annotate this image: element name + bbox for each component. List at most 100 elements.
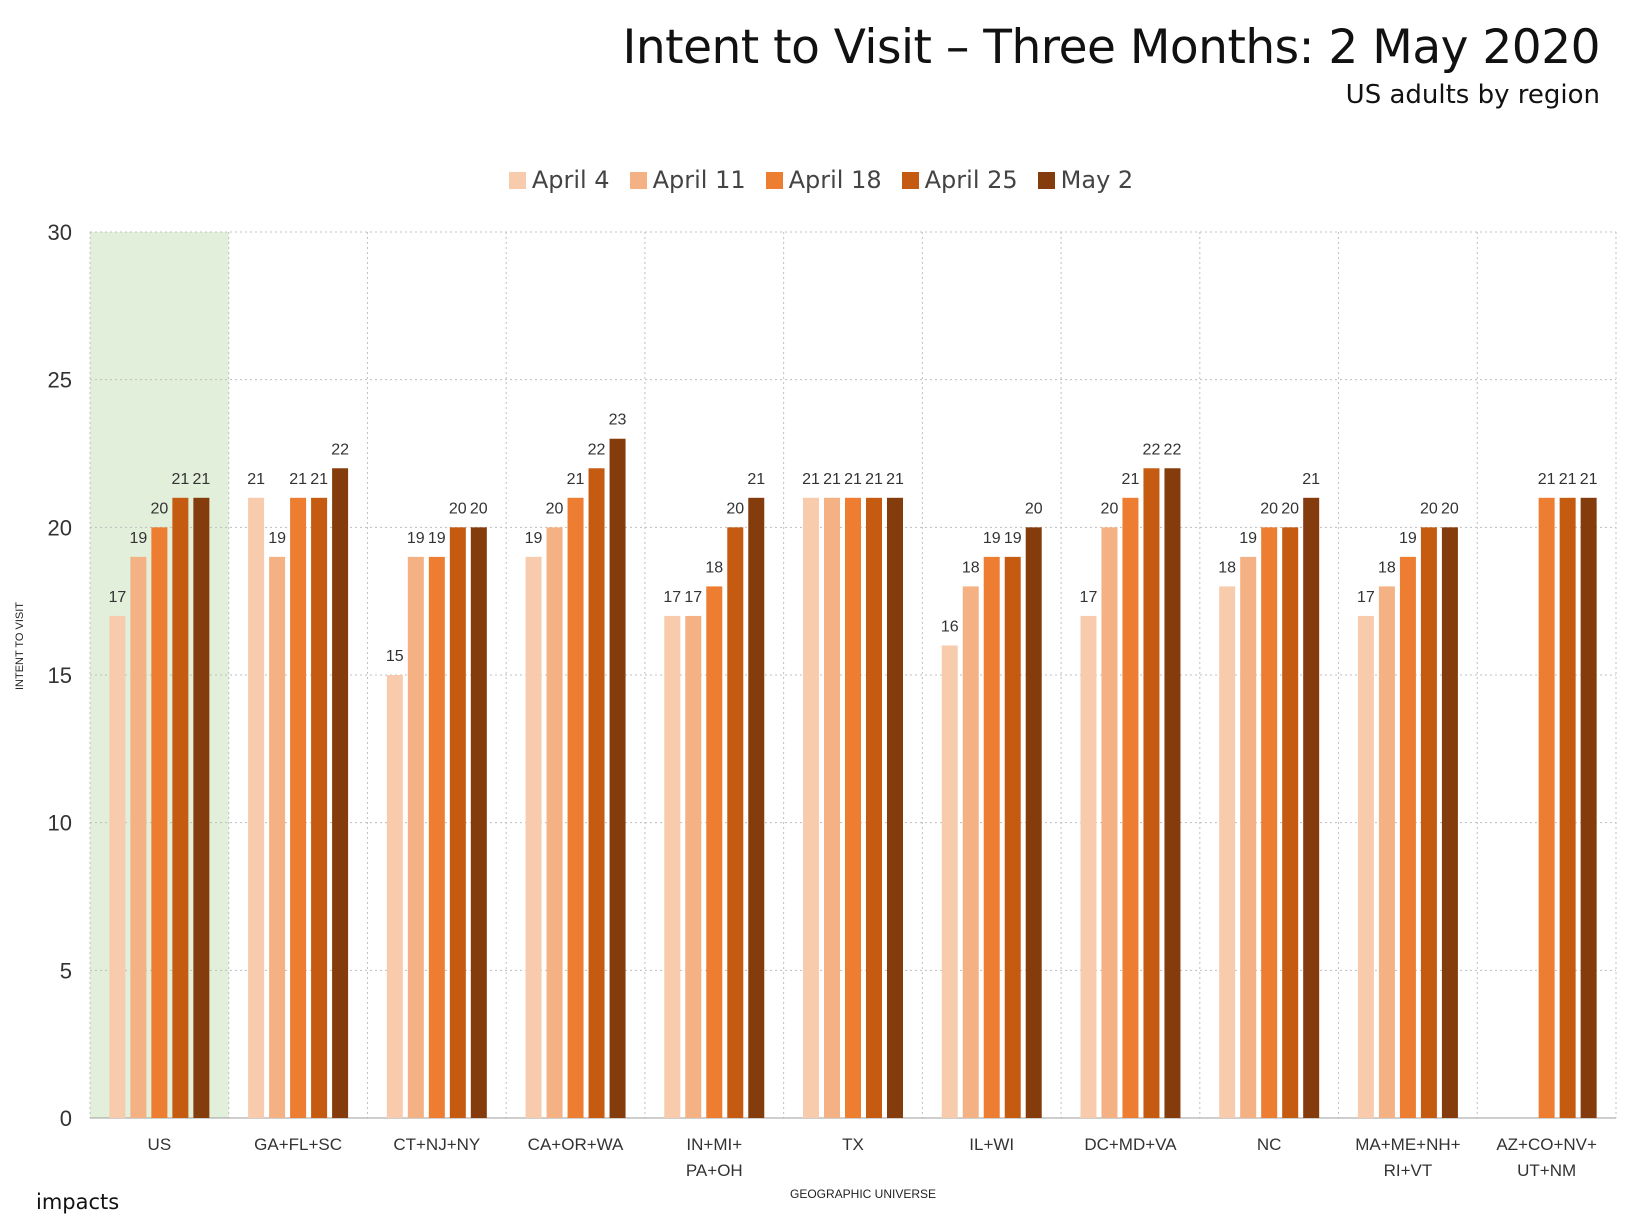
data-label: 17 bbox=[1357, 589, 1375, 606]
bar bbox=[1580, 497, 1597, 1118]
data-label: 17 bbox=[1080, 589, 1098, 606]
bar bbox=[1219, 586, 1236, 1118]
data-label: 22 bbox=[1164, 441, 1182, 458]
bar bbox=[269, 556, 286, 1118]
bar bbox=[1399, 556, 1416, 1118]
data-label: 18 bbox=[1218, 559, 1236, 576]
data-label: 19 bbox=[1004, 530, 1022, 547]
data-label: 21 bbox=[1538, 471, 1556, 488]
data-label: 19 bbox=[428, 530, 446, 547]
bar bbox=[1080, 615, 1097, 1118]
bar bbox=[962, 586, 979, 1118]
x-tick-label: TX bbox=[842, 1135, 864, 1154]
y-tick-label: 5 bbox=[60, 958, 72, 983]
data-label: 20 bbox=[546, 500, 564, 517]
bar bbox=[567, 497, 584, 1118]
legend-label: May 2 bbox=[1060, 166, 1134, 194]
bar bbox=[1282, 527, 1299, 1118]
y-tick-label: 25 bbox=[48, 368, 72, 393]
data-label: 20 bbox=[1260, 500, 1278, 517]
bar bbox=[727, 527, 744, 1118]
data-label: 19 bbox=[1239, 530, 1257, 547]
legend-item-1: April 11 bbox=[629, 166, 746, 194]
bar bbox=[609, 438, 626, 1118]
bar bbox=[1164, 468, 1181, 1118]
data-label: 18 bbox=[1378, 559, 1396, 576]
bar bbox=[290, 497, 307, 1118]
data-label: 17 bbox=[684, 589, 702, 606]
bar bbox=[664, 615, 681, 1118]
bar bbox=[866, 497, 882, 1118]
x-tick-label: CT+NJ+NY bbox=[393, 1135, 480, 1154]
x-tick-label: MA+ME+NH+ bbox=[1355, 1135, 1460, 1154]
data-label: 21 bbox=[192, 471, 210, 488]
y-tick-label: 0 bbox=[60, 1106, 72, 1131]
bar bbox=[1240, 556, 1257, 1118]
data-label: 20 bbox=[449, 500, 467, 517]
legend-item-3: April 25 bbox=[901, 166, 1018, 194]
bar bbox=[525, 556, 542, 1118]
data-label: 16 bbox=[941, 618, 959, 635]
x-tick-label: GA+FL+SC bbox=[254, 1135, 342, 1154]
data-label: 17 bbox=[663, 589, 681, 606]
chart-subtitle: US adults by region bbox=[1345, 80, 1600, 110]
data-label: 21 bbox=[1122, 471, 1140, 488]
data-label: 20 bbox=[470, 500, 488, 517]
data-label: 20 bbox=[1025, 500, 1043, 517]
x-tick-label: US bbox=[148, 1135, 172, 1154]
data-label: 15 bbox=[386, 648, 404, 665]
legend-swatch bbox=[508, 172, 526, 189]
data-label: 22 bbox=[331, 441, 349, 458]
legend-swatch bbox=[1037, 172, 1055, 189]
data-label: 20 bbox=[1441, 500, 1459, 517]
bar bbox=[109, 615, 126, 1118]
bar bbox=[1538, 497, 1555, 1118]
bar bbox=[1378, 586, 1395, 1118]
bar bbox=[941, 645, 958, 1118]
chart-legend: April 4 April 11 April 18 April 25 May 2 bbox=[0, 166, 1642, 194]
bar bbox=[803, 497, 819, 1118]
x-tick-label: DC+MD+VA bbox=[1084, 1135, 1177, 1154]
data-label: 20 bbox=[150, 500, 168, 517]
data-label: 21 bbox=[802, 471, 820, 488]
data-label: 17 bbox=[108, 589, 126, 606]
data-label: 18 bbox=[962, 559, 980, 576]
legend-swatch bbox=[629, 172, 647, 189]
bar bbox=[706, 586, 723, 1118]
bar bbox=[193, 497, 210, 1118]
bar bbox=[407, 556, 424, 1118]
data-label: 21 bbox=[247, 471, 265, 488]
bar bbox=[588, 468, 605, 1118]
data-label: 19 bbox=[983, 530, 1001, 547]
bar bbox=[887, 497, 903, 1118]
x-tick-label: UT+NM bbox=[1517, 1161, 1576, 1180]
data-label: 18 bbox=[705, 559, 723, 576]
bar bbox=[332, 468, 349, 1118]
data-label: 21 bbox=[823, 471, 841, 488]
bar bbox=[685, 615, 702, 1118]
y-axis-label: INTENT TO VISIT bbox=[14, 601, 26, 690]
bar bbox=[1441, 527, 1458, 1118]
legend-label: April 11 bbox=[652, 166, 746, 194]
data-label: 20 bbox=[1101, 500, 1119, 517]
data-label: 22 bbox=[588, 441, 606, 458]
legend-label: April 4 bbox=[531, 166, 610, 194]
y-tick-label: 20 bbox=[48, 515, 72, 540]
bar bbox=[428, 556, 445, 1118]
x-tick-label: AZ+CO+NV+ bbox=[1496, 1135, 1597, 1154]
data-label: 21 bbox=[310, 471, 328, 488]
x-tick-label: IL+WI bbox=[969, 1135, 1014, 1154]
data-label: 21 bbox=[1302, 471, 1320, 488]
data-label: 19 bbox=[407, 530, 425, 547]
legend-item-4: May 2 bbox=[1037, 166, 1134, 194]
bar bbox=[546, 527, 563, 1118]
brand-logo: impacts bbox=[36, 1190, 120, 1214]
bar bbox=[311, 497, 328, 1118]
bar bbox=[1122, 497, 1139, 1118]
data-label: 20 bbox=[726, 500, 744, 517]
data-label: 20 bbox=[1420, 500, 1438, 517]
bar bbox=[1101, 527, 1118, 1118]
data-label: 22 bbox=[1143, 441, 1161, 458]
bar bbox=[748, 497, 765, 1118]
legend-item-2: April 18 bbox=[765, 166, 882, 194]
